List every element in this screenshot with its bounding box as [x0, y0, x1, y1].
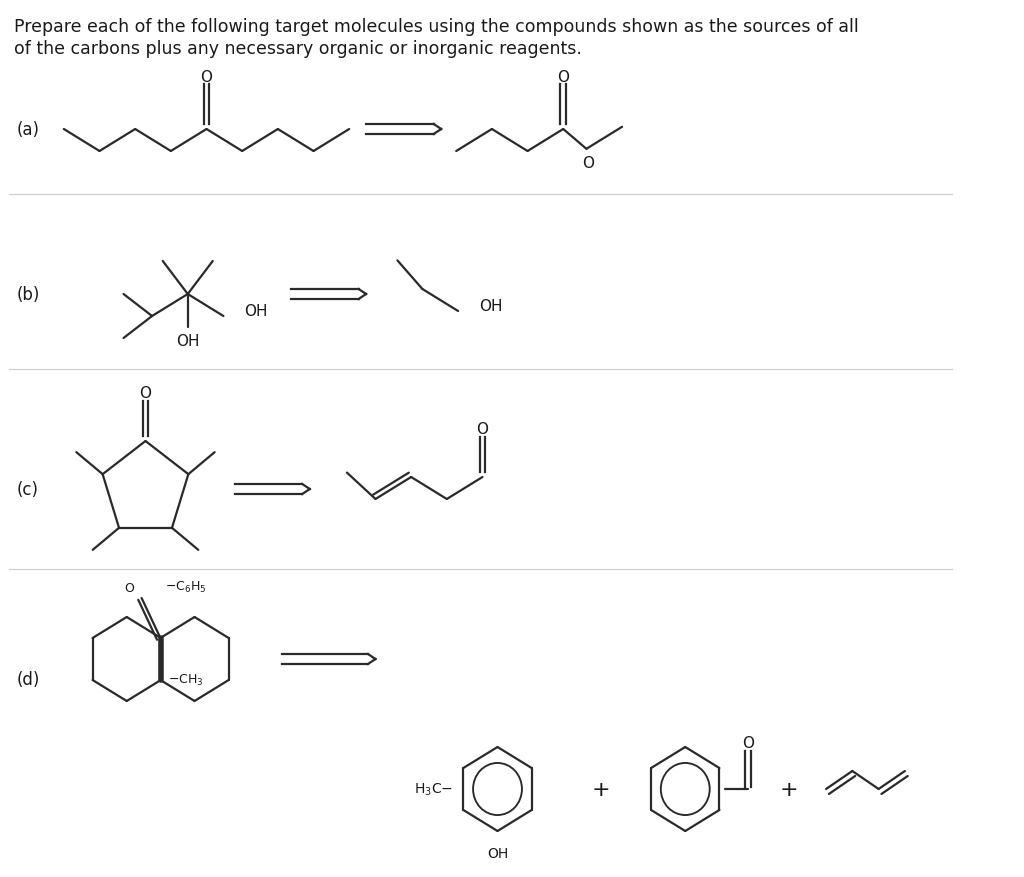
Text: +: +	[779, 779, 798, 799]
Text: O: O	[557, 70, 569, 85]
Text: Prepare each of the following target molecules using the compounds shown as the : Prepare each of the following target mol…	[14, 18, 859, 36]
Text: O: O	[124, 581, 134, 595]
Text: of the carbons plus any necessary organic or inorganic reagents.: of the carbons plus any necessary organi…	[14, 40, 582, 58]
Text: $-$CH$_3$: $-$CH$_3$	[168, 672, 204, 687]
Text: (c): (c)	[17, 481, 39, 498]
Text: (d): (d)	[17, 670, 40, 688]
Text: O: O	[742, 736, 754, 751]
Text: OH: OH	[479, 299, 502, 314]
Text: $-$C$_6$H$_5$: $-$C$_6$H$_5$	[165, 579, 207, 594]
Text: (b): (b)	[17, 286, 40, 303]
Text: O: O	[139, 386, 152, 401]
Text: +: +	[592, 779, 610, 799]
Text: O: O	[583, 156, 594, 171]
Text: OH: OH	[244, 304, 267, 319]
Text: O: O	[201, 70, 213, 85]
Text: OH: OH	[176, 334, 200, 349]
Text: O: O	[476, 422, 488, 437]
Text: H$_3$C$-$: H$_3$C$-$	[415, 781, 454, 797]
Text: (a): (a)	[17, 121, 40, 139]
Text: OH: OH	[486, 846, 508, 860]
